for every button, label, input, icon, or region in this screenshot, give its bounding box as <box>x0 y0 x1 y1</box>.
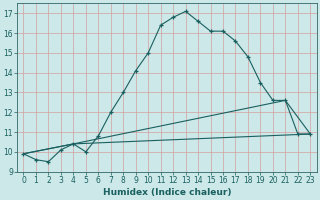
X-axis label: Humidex (Indice chaleur): Humidex (Indice chaleur) <box>103 188 231 197</box>
